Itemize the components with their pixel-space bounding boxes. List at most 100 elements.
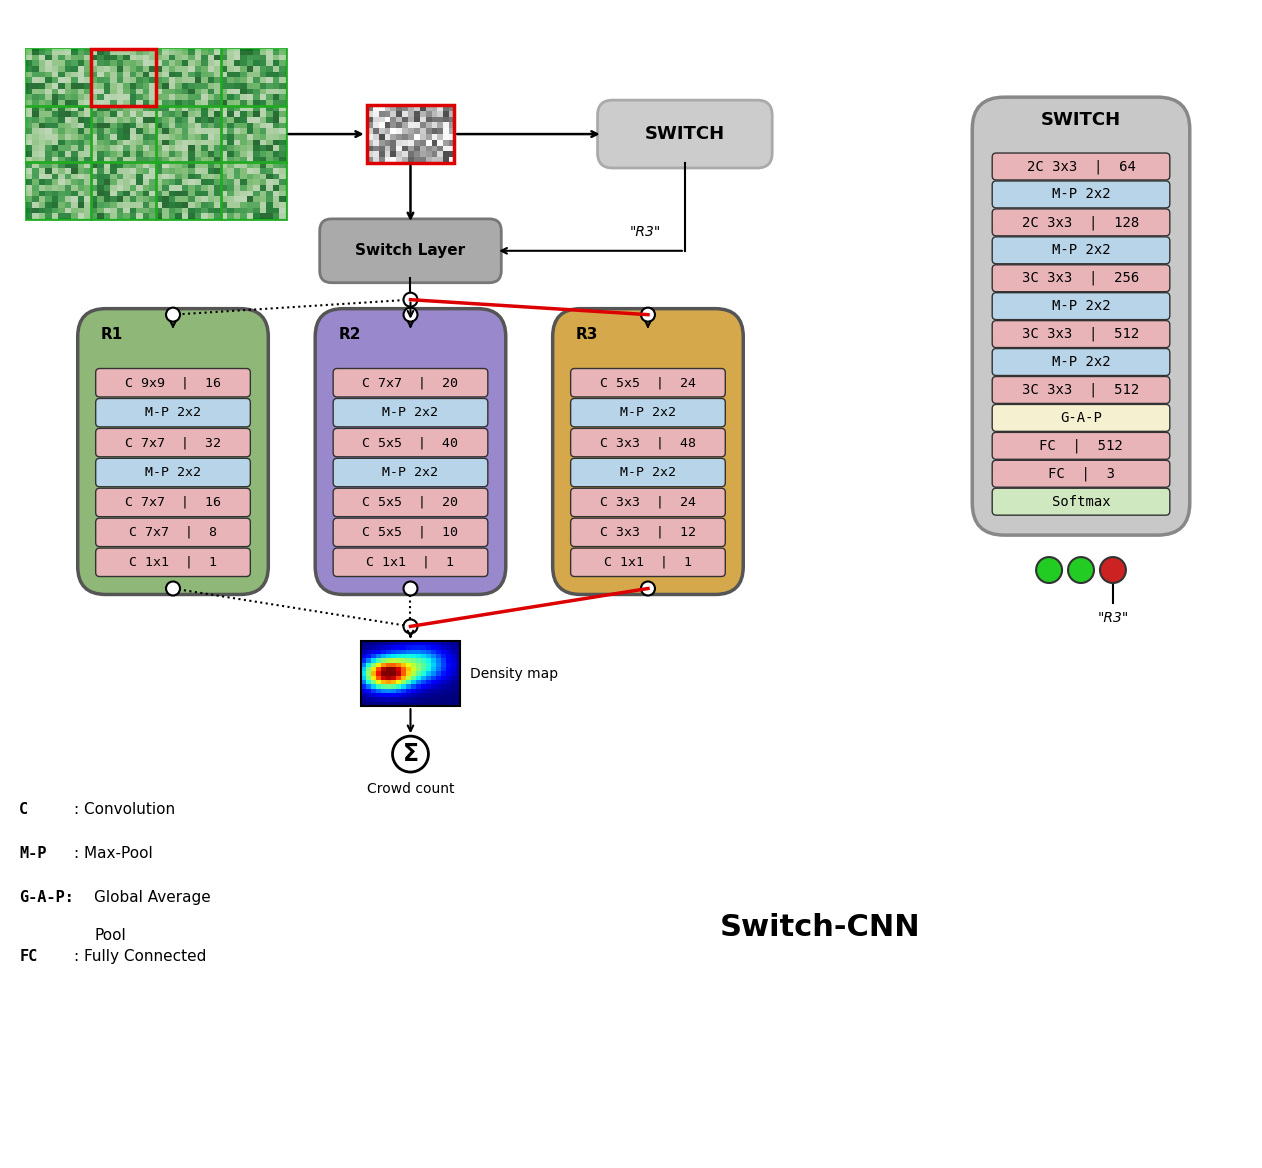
FancyBboxPatch shape — [333, 548, 488, 577]
Text: G-A-P: G-A-P — [1060, 411, 1102, 425]
Circle shape — [641, 307, 655, 321]
FancyBboxPatch shape — [570, 429, 726, 457]
FancyBboxPatch shape — [96, 458, 250, 487]
Circle shape — [404, 582, 418, 596]
Text: : Fully Connected: : Fully Connected — [74, 950, 207, 964]
Text: : Convolution: : Convolution — [74, 802, 175, 818]
Text: 3C 3x3  |  256: 3C 3x3 | 256 — [1022, 271, 1140, 285]
Text: Density map: Density map — [471, 667, 559, 681]
Text: R2: R2 — [338, 327, 361, 342]
FancyBboxPatch shape — [570, 369, 726, 397]
Text: M-P 2x2: M-P 2x2 — [1051, 299, 1111, 313]
Text: M-P 2x2: M-P 2x2 — [1051, 243, 1111, 257]
Text: Σ: Σ — [403, 742, 419, 766]
FancyBboxPatch shape — [598, 100, 772, 168]
Text: C 5x5  |  40: C 5x5 | 40 — [362, 436, 458, 449]
FancyBboxPatch shape — [333, 398, 488, 426]
FancyBboxPatch shape — [992, 265, 1170, 292]
Text: 2C 3x3  |  64: 2C 3x3 | 64 — [1026, 159, 1136, 174]
Circle shape — [167, 307, 180, 321]
Text: FC  |  3: FC | 3 — [1047, 466, 1114, 481]
FancyBboxPatch shape — [333, 458, 488, 487]
Text: : Max-Pool: : Max-Pool — [74, 847, 153, 861]
FancyBboxPatch shape — [992, 181, 1170, 208]
Text: C 7x7  |  16: C 7x7 | 16 — [125, 496, 221, 509]
Text: C 5x5  |  20: C 5x5 | 20 — [362, 496, 458, 509]
Text: M-P 2x2: M-P 2x2 — [145, 406, 201, 419]
FancyBboxPatch shape — [319, 218, 501, 283]
FancyBboxPatch shape — [333, 519, 488, 547]
Text: Global Average: Global Average — [95, 890, 211, 905]
Text: M-P 2x2: M-P 2x2 — [382, 406, 438, 419]
Text: "R3": "R3" — [630, 224, 661, 238]
Circle shape — [404, 293, 418, 307]
Text: FC  |  512: FC | 512 — [1039, 438, 1123, 453]
Text: Switch-CNN: Switch-CNN — [719, 912, 920, 941]
Text: M-P 2x2: M-P 2x2 — [1051, 355, 1111, 369]
Text: M-P 2x2: M-P 2x2 — [145, 466, 201, 479]
Text: C 5x5  |  24: C 5x5 | 24 — [599, 376, 695, 389]
Text: 2C 3x3  |  128: 2C 3x3 | 128 — [1022, 215, 1140, 230]
Text: C 1x1  |  1: C 1x1 | 1 — [604, 556, 692, 569]
Circle shape — [392, 736, 428, 772]
FancyBboxPatch shape — [316, 308, 506, 595]
FancyBboxPatch shape — [570, 398, 726, 426]
FancyBboxPatch shape — [96, 548, 250, 577]
Text: C 1x1  |  1: C 1x1 | 1 — [366, 556, 454, 569]
Text: C 7x7  |  32: C 7x7 | 32 — [125, 436, 221, 449]
FancyBboxPatch shape — [992, 404, 1170, 431]
Text: R3: R3 — [575, 327, 598, 342]
FancyBboxPatch shape — [570, 488, 726, 516]
Text: C: C — [19, 802, 29, 818]
FancyBboxPatch shape — [333, 429, 488, 457]
Text: C 7x7  |  8: C 7x7 | 8 — [129, 526, 217, 538]
FancyBboxPatch shape — [992, 460, 1170, 487]
FancyBboxPatch shape — [570, 458, 726, 487]
Text: FC: FC — [19, 950, 38, 964]
Text: C 7x7  |  20: C 7x7 | 20 — [362, 376, 458, 389]
FancyBboxPatch shape — [972, 97, 1190, 535]
FancyBboxPatch shape — [992, 293, 1170, 320]
Text: M-P 2x2: M-P 2x2 — [1051, 187, 1111, 201]
Text: C 9x9  |  16: C 9x9 | 16 — [125, 376, 221, 389]
Text: C 3x3  |  48: C 3x3 | 48 — [599, 436, 695, 449]
Text: Crowd count: Crowd count — [367, 783, 454, 797]
Circle shape — [1036, 557, 1063, 583]
Text: Softmax: Softmax — [1051, 495, 1111, 509]
Text: SWITCH: SWITCH — [1041, 111, 1121, 130]
Text: C 5x5  |  10: C 5x5 | 10 — [362, 526, 458, 538]
FancyBboxPatch shape — [333, 369, 488, 397]
FancyBboxPatch shape — [992, 321, 1170, 348]
Text: Pool: Pool — [95, 929, 126, 944]
FancyBboxPatch shape — [992, 153, 1170, 180]
FancyBboxPatch shape — [992, 209, 1170, 236]
FancyBboxPatch shape — [992, 237, 1170, 264]
Text: R1: R1 — [101, 327, 122, 342]
Circle shape — [167, 582, 180, 596]
FancyBboxPatch shape — [96, 398, 250, 426]
FancyBboxPatch shape — [333, 488, 488, 516]
Text: 3C 3x3  |  512: 3C 3x3 | 512 — [1022, 383, 1140, 397]
FancyBboxPatch shape — [992, 376, 1170, 403]
Text: 3C 3x3  |  512: 3C 3x3 | 512 — [1022, 327, 1140, 341]
Circle shape — [1100, 557, 1126, 583]
Text: M-P 2x2: M-P 2x2 — [382, 466, 438, 479]
FancyBboxPatch shape — [27, 49, 285, 218]
FancyBboxPatch shape — [992, 348, 1170, 375]
FancyBboxPatch shape — [78, 308, 269, 595]
FancyBboxPatch shape — [570, 548, 726, 577]
FancyBboxPatch shape — [96, 488, 250, 516]
FancyBboxPatch shape — [992, 432, 1170, 459]
FancyBboxPatch shape — [96, 429, 250, 457]
Text: M-P 2x2: M-P 2x2 — [620, 406, 676, 419]
FancyBboxPatch shape — [96, 519, 250, 547]
Text: SWITCH: SWITCH — [645, 125, 724, 142]
FancyBboxPatch shape — [96, 369, 250, 397]
Text: C 3x3  |  12: C 3x3 | 12 — [599, 526, 695, 538]
Text: M-P: M-P — [19, 847, 47, 861]
Text: M-P 2x2: M-P 2x2 — [620, 466, 676, 479]
FancyBboxPatch shape — [553, 308, 743, 595]
Text: C 1x1  |  1: C 1x1 | 1 — [129, 556, 217, 569]
Text: "R3": "R3" — [1098, 611, 1128, 625]
Circle shape — [404, 619, 418, 633]
